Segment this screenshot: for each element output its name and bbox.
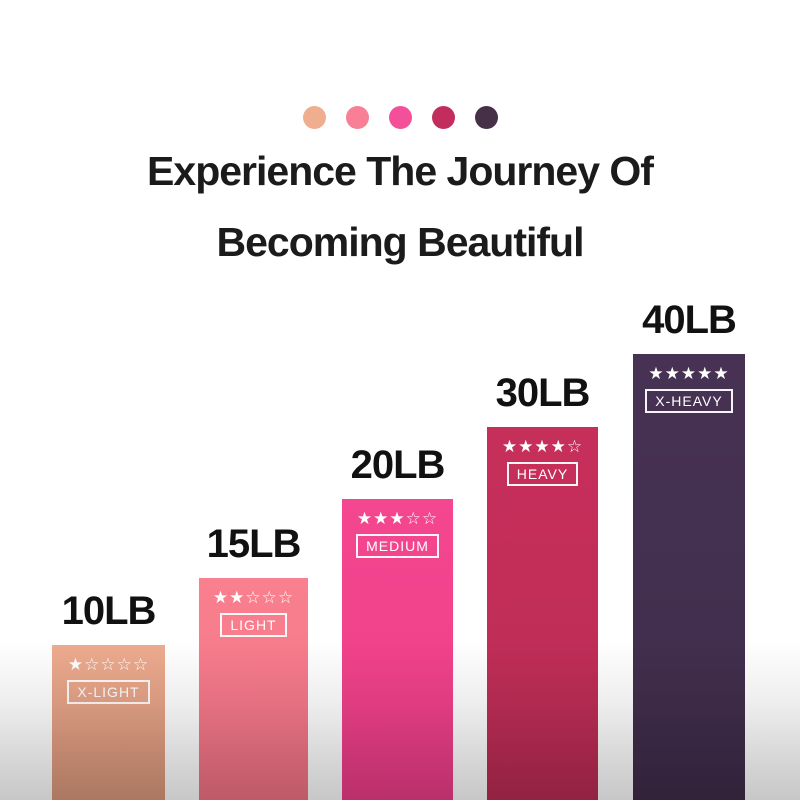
band-weight-label: 20LB <box>350 443 446 487</box>
band-bar: ★☆☆☆☆ X-LIGHT <box>52 645 165 800</box>
band-star-rating: ★★☆☆☆ <box>212 588 295 607</box>
band-bar: ★★☆☆☆ LIGHT <box>199 578 308 800</box>
palette-dots <box>0 106 800 129</box>
band-bar: ★★★☆☆ MEDIUM <box>342 499 453 800</box>
title-line-2: Becoming Beautiful <box>216 219 585 265</box>
band-weight-label: 10LB <box>61 589 157 633</box>
resistance-band-column: 15LB ★★☆☆☆ LIGHT <box>174 522 333 800</box>
x-light-dot <box>302 106 326 129</box>
band-level-badge: LIGHT <box>220 613 287 637</box>
band-bar: ★★★★☆ HEAVY <box>487 427 598 800</box>
band-level-badge: HEAVY <box>506 462 579 486</box>
band-star-rating: ★★★★☆ <box>501 437 584 456</box>
band-level-badge: X-LIGHT <box>67 680 150 704</box>
band-weight-label: 40LB <box>642 298 737 342</box>
light-dot <box>345 106 369 129</box>
resistance-band-column: 20LB ★★★☆☆ MEDIUM <box>317 443 478 800</box>
title-line-1: Experience The Journey Of <box>147 148 654 194</box>
x-heavy-dot <box>474 106 498 129</box>
page-title: Experience The Journey Of Becoming Beaut… <box>0 136 800 278</box>
band-bar: ★★★★★ X-HEAVY <box>633 354 745 800</box>
band-star-rating: ★★★★★ <box>648 364 730 383</box>
band-star-rating: ★☆☆☆☆ <box>67 655 150 674</box>
band-level-badge: MEDIUM <box>356 534 439 558</box>
resistance-band-column: 40LB ★★★★★ X-HEAVY <box>608 298 770 800</box>
band-star-rating: ★★★☆☆ <box>356 509 439 528</box>
band-weight-label: 15LB <box>206 522 302 566</box>
band-level-badge: X-HEAVY <box>645 389 733 413</box>
heavy-dot <box>431 106 455 129</box>
resistance-band-column: 30LB ★★★★☆ HEAVY <box>462 371 623 800</box>
medium-dot <box>388 106 412 129</box>
resistance-band-column: 10LB ★☆☆☆☆ X-LIGHT <box>27 589 190 800</box>
band-weight-label: 30LB <box>495 371 591 415</box>
